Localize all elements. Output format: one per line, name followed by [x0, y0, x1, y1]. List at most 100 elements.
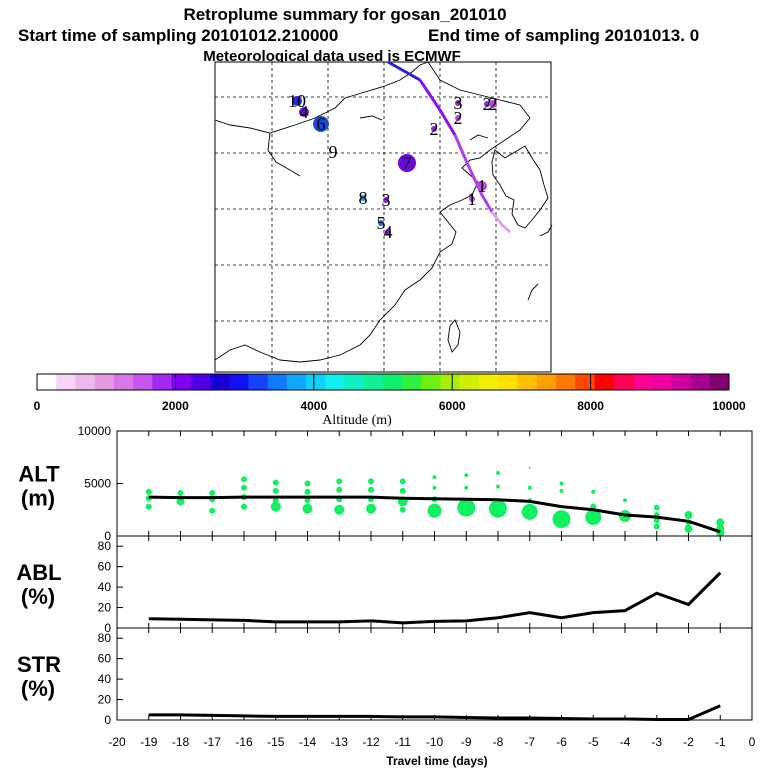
map-marker-dot — [455, 100, 461, 106]
x-tick-label: -13 — [331, 735, 349, 749]
colorbar-label: Altitude (m) — [322, 413, 392, 428]
map-marker-label: 3 — [382, 190, 391, 210]
altitude-scatter-point — [366, 503, 376, 514]
x-tick-label: 0 — [749, 735, 756, 749]
colorbar-cell — [152, 374, 173, 390]
sampling-start-text: Start time of sampling 20101012.210000 — [18, 26, 338, 45]
x-tick-label: -14 — [299, 735, 317, 749]
map-marker-dot — [431, 126, 437, 132]
colorbar-cell — [575, 374, 595, 390]
altitude-scatter-point — [399, 506, 406, 513]
x-tick-label: -3 — [651, 735, 662, 749]
y-tick-label: 80 — [98, 631, 112, 645]
altitude-scatter-point — [241, 484, 247, 491]
x-tick-label: -20 — [108, 735, 126, 749]
map-marker-label: 1 — [478, 176, 487, 196]
colorbar-cell — [479, 374, 499, 390]
panel-frame — [116, 535, 753, 629]
colorbar-cell — [267, 374, 288, 390]
colorbar-cell — [671, 374, 692, 390]
map-marker-dot — [477, 181, 487, 191]
altitude-scatter-point — [684, 524, 693, 533]
x-tick-label: -7 — [524, 735, 535, 749]
y-axis-unit: (%) — [21, 584, 55, 609]
map-marker-dot — [360, 195, 366, 201]
colorbar-cell — [133, 374, 153, 390]
colorbar-cell — [498, 374, 519, 390]
altitude-scatter-point — [304, 480, 311, 487]
colorbar-cell — [306, 374, 326, 390]
altitude-scatter-point — [304, 488, 311, 495]
figure-title: Retroplume summary for gosan_201010 — [183, 5, 506, 24]
colorbar-tick-label: 6000 — [439, 399, 466, 413]
panel-frame — [116, 627, 753, 721]
colorbar-cell — [248, 374, 269, 390]
colorbar-cell — [613, 374, 634, 390]
altitude-colorbar: 0 2000 4000 6000 8000 10000 Altitude (m) — [34, 373, 746, 428]
y-tick-label: 0 — [104, 713, 111, 727]
map-marker-dot — [489, 100, 497, 108]
map-marker-dot — [299, 107, 309, 117]
altitude-scatter-point — [272, 497, 279, 504]
x-tick-label: -4 — [620, 735, 631, 749]
map-marker-dot — [385, 229, 391, 235]
altitude-scatter-point — [334, 504, 345, 515]
altitude-scatter-point — [209, 489, 216, 496]
colorbar-tick-label: 2000 — [162, 399, 189, 413]
map-marker-dot — [469, 196, 475, 202]
colorbar-cell — [94, 374, 115, 390]
y-tick-label: 80 — [98, 539, 112, 553]
altitude-scatter-point — [528, 466, 531, 469]
x-tick-label: -8 — [493, 735, 504, 749]
altitude-scatter-point — [591, 489, 596, 494]
colorbar-cell — [690, 374, 711, 390]
colorbar-cell — [75, 374, 96, 390]
map-marker-dot — [484, 101, 490, 107]
altitude-scatter-point — [585, 509, 602, 526]
x-tick-label: -9 — [461, 735, 472, 749]
colorbar-tick-label: 0 — [34, 399, 41, 413]
colorbar-cell — [210, 374, 230, 390]
colorbar-cell — [652, 374, 672, 390]
x-tick-label: -2 — [683, 735, 694, 749]
colorbar-cell — [632, 374, 653, 390]
map-marker-dot — [313, 116, 329, 132]
x-axis-label: Travel time (days) — [386, 754, 487, 768]
map-marker-label: 2 — [489, 94, 498, 114]
y-tick-label: 10000 — [78, 424, 112, 438]
altitude-scatter-point — [336, 478, 343, 485]
altitude-scatter-point — [457, 498, 476, 517]
altitude-scatter-point — [176, 497, 185, 506]
colorbar-cell — [325, 374, 346, 390]
y-axis-unit: (m) — [21, 486, 55, 511]
altitude-scatter-point — [209, 507, 216, 514]
x-tick-label: -11 — [395, 735, 412, 749]
x-tick-label: -1 — [715, 735, 726, 749]
map-marker-label: 8 — [359, 188, 368, 208]
altitude-scatter-point — [368, 478, 374, 485]
map-graticule — [215, 62, 551, 372]
altitude-scatter-point — [177, 489, 184, 496]
altitude-scatter-point — [302, 503, 313, 514]
map-marker-dot — [455, 115, 461, 121]
altitude-scatter-point — [145, 503, 152, 510]
altitude-scatter-point — [368, 486, 374, 493]
x-tick-label: -10 — [426, 735, 444, 749]
altitude-scatter-point — [559, 481, 564, 486]
y-axis-label: STR — [17, 652, 61, 677]
colorbar-cell — [286, 374, 307, 390]
map-marker-label: 4 — [384, 222, 393, 242]
series-line-str — [148, 704, 721, 721]
colorbar-cell — [190, 374, 211, 390]
altitude-scatter-point — [399, 487, 406, 494]
y-tick-label: 60 — [98, 560, 112, 574]
altitude-scatter-point — [432, 475, 437, 480]
colorbar-cell — [383, 374, 403, 390]
map-marker-label: 10 — [288, 91, 306, 111]
y-tick-label: 0 — [104, 529, 111, 543]
altitude-scatter-point — [145, 488, 152, 495]
colorbar-tick-label: 4000 — [300, 399, 327, 413]
